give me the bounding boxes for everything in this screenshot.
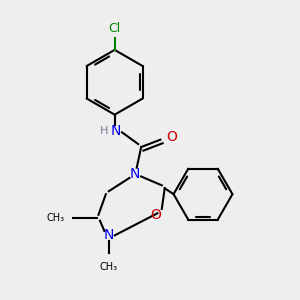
- Text: N: N: [111, 124, 121, 138]
- Text: N: N: [130, 167, 140, 181]
- Text: Cl: Cl: [109, 22, 121, 35]
- Text: CH₃: CH₃: [46, 213, 64, 223]
- Text: O: O: [166, 130, 177, 144]
- Text: CH₃: CH₃: [100, 262, 118, 272]
- Text: N: N: [103, 228, 114, 242]
- Text: H: H: [100, 126, 109, 136]
- Text: O: O: [151, 208, 161, 222]
